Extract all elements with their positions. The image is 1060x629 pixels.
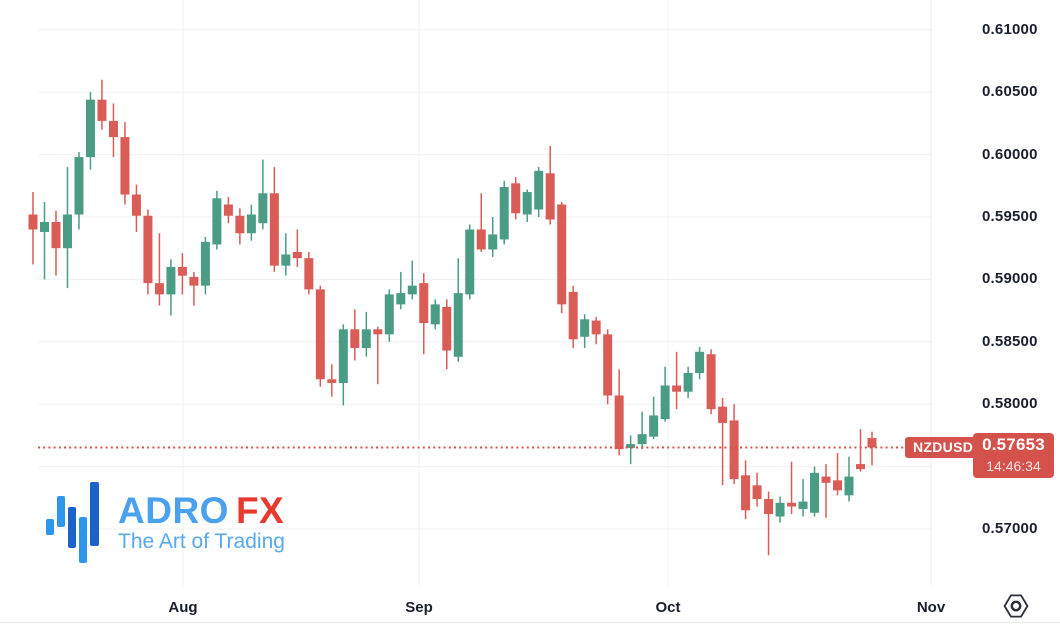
logo-tagline: The Art of Trading bbox=[118, 530, 285, 553]
vertical-gridlines bbox=[182, 0, 932, 587]
logo-brand-name: ADRO FX bbox=[118, 492, 285, 530]
logo-brand-adro: ADRO bbox=[118, 490, 229, 531]
adrofx-logo: ADRO FX The Art of Trading bbox=[46, 477, 285, 569]
last-price-label: 0.57653 14:46:34 bbox=[973, 433, 1054, 478]
horizontal-gridlines bbox=[38, 29, 931, 530]
adrofx-logo-text: ADRO FX The Art of Trading bbox=[118, 477, 285, 553]
last-price-value: 0.57653 bbox=[982, 435, 1045, 454]
settings-hexagon-icon bbox=[1003, 594, 1029, 618]
logo-brand-fx: FX bbox=[235, 490, 285, 531]
price-line-symbol-label: NZDUSD bbox=[905, 437, 982, 458]
adrofx-bars-icon bbox=[46, 482, 99, 563]
timezone-settings-button[interactable] bbox=[1002, 592, 1030, 620]
candles-layer bbox=[28, 79, 877, 556]
bottom-divider bbox=[0, 622, 1060, 623]
last-price-countdown: 14:46:34 bbox=[986, 458, 1041, 474]
